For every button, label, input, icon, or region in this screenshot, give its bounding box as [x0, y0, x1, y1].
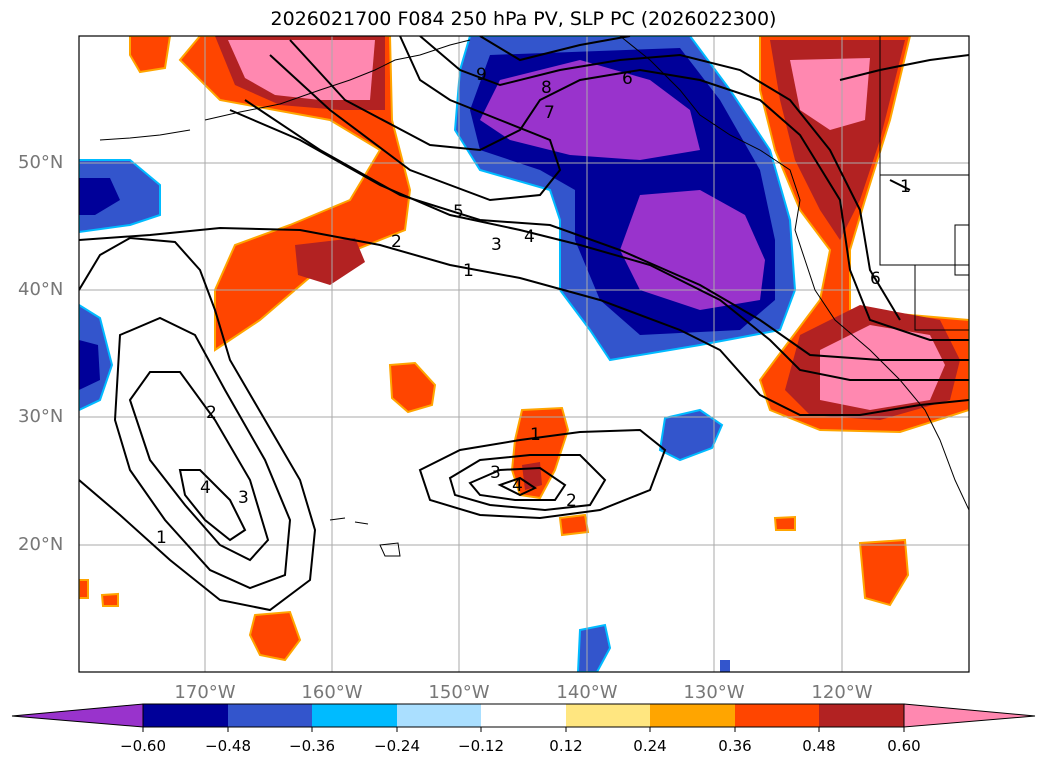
coastlines: [99, 36, 969, 557]
lon-label: 170°W: [174, 682, 236, 703]
contour-label: 4: [524, 227, 535, 247]
contour-label: 3: [490, 463, 501, 483]
contour-label: 4: [512, 476, 523, 496]
lat-label: 20°N: [18, 534, 64, 555]
pv-shading: [79, 36, 969, 672]
lon-label: 130°W: [683, 682, 745, 703]
contour-label: 2: [566, 491, 577, 511]
contour-label: 3: [238, 488, 249, 508]
contour-label: 4: [200, 478, 211, 498]
lat-label: 40°N: [18, 279, 64, 300]
colorbar-tick-label: −0.48: [205, 737, 251, 755]
map-title: 2026021700 F084 250 hPa PV, SLP PC (2026…: [270, 8, 777, 30]
colorbar-tick-label: −0.12: [458, 737, 504, 755]
pv-positive-region-north-pacific: [178, 36, 412, 352]
lon-label: 140°W: [556, 682, 618, 703]
lat-label: 50°N: [18, 152, 64, 173]
contour-label: 6: [870, 269, 881, 289]
colorbar: [11, 703, 1036, 732]
lon-label: 120°W: [811, 682, 873, 703]
colorbar-tick-label: −0.60: [120, 737, 166, 755]
colorbar-tick-label: 0.60: [887, 737, 921, 755]
colorbar-tick-label: −0.24: [374, 737, 420, 755]
contour-label: 8: [541, 78, 552, 98]
contour-label: 5: [453, 202, 464, 222]
contour-labels: 9 8 7 6 5 4 3 2 1 1 6 2 3 4 1 2 3 4 1: [156, 65, 911, 548]
colorbar-extend-low: [11, 703, 144, 728]
contour-label: 2: [206, 403, 217, 423]
colorbar-tick-label: −0.36: [289, 737, 335, 755]
contour-label: 6: [622, 69, 633, 89]
contour-label: 3: [491, 235, 502, 255]
slp-contours: [79, 36, 969, 612]
contour-label: 7: [544, 103, 555, 123]
colorbar-tick-label: 0.36: [718, 737, 752, 755]
contour-label: 1: [463, 261, 474, 281]
lon-label: 160°W: [301, 682, 363, 703]
lon-label: 150°W: [428, 682, 490, 703]
colorbar-extend-high: [903, 703, 1036, 728]
contour-label: 1: [530, 425, 541, 445]
contour-label: 2: [391, 232, 402, 252]
colorbar-tick-label: 0.24: [633, 737, 667, 755]
colorbar-tick-label: 0.48: [802, 737, 836, 755]
colorbar-tick-label: 0.12: [549, 737, 583, 755]
lat-label: 30°N: [18, 406, 64, 427]
contour-label: 1: [900, 177, 911, 197]
contour-label: 9: [476, 65, 487, 85]
contour-label: 1: [156, 528, 167, 548]
map-frame: [78, 35, 970, 673]
